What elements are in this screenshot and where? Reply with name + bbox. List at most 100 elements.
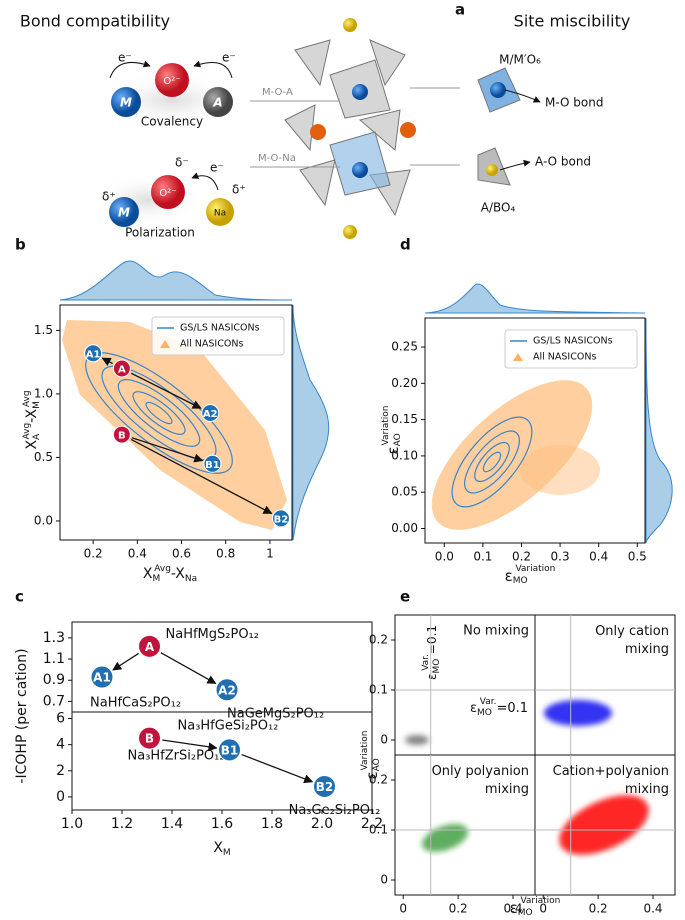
atom-label: M (120, 96, 132, 110)
y-tick-label: 1.3 (43, 630, 65, 646)
x-tick-label: 1.4 (161, 816, 183, 832)
x-tick-label: 1.2 (111, 816, 133, 832)
panel-label: b (15, 236, 26, 254)
atom (343, 225, 357, 239)
y-tick-label: 0.5 (34, 450, 53, 464)
y-tick-label: 0.00 (391, 521, 418, 535)
graphic (544, 700, 612, 726)
x-tick-label: 1.0 (61, 816, 83, 832)
x-tick-label: 0.2 (84, 547, 103, 561)
y-tick-label: 0 (380, 873, 388, 887)
graphic: X (213, 840, 223, 856)
charge: δ⁺ (102, 190, 116, 204)
site-label: M-O bond (545, 96, 603, 110)
legend-label: All NASICONs (533, 352, 596, 363)
y-tick-label: 0.7 (43, 693, 65, 709)
x-tick-label: 0.2 (589, 902, 608, 916)
graphic: MO (513, 576, 528, 586)
legend-label: GS/LS NASICONs (533, 336, 613, 347)
title-line: Cation+polyanion (553, 764, 669, 779)
arrow (162, 740, 216, 748)
graphic: Na (185, 574, 197, 584)
graphic: MO (432, 659, 442, 674)
compound-label: Na₃HfZrSi₂PO₁₂ (128, 749, 225, 764)
title-line: Only polyanion (432, 764, 529, 779)
y-tick-label: 4 (56, 737, 65, 753)
compound-label: NaHfMgS₂PO₁₂ (166, 627, 259, 642)
electron: e⁻ (222, 51, 236, 65)
graphic: X (24, 440, 40, 450)
x-axis-label: XM (213, 840, 230, 858)
x-tick-label: 1.8 (261, 816, 283, 832)
arrow (242, 755, 313, 782)
x-axis-label: XMAvg-XNa (143, 564, 197, 584)
site-label: A-O bond (535, 155, 591, 169)
y-tick-label: 6 (56, 711, 65, 727)
atom (343, 18, 357, 32)
x-tick-label: 0.2 (512, 550, 531, 564)
decor-d (408, 284, 673, 555)
point-label: A2 (203, 409, 218, 420)
graphic: Variation (515, 564, 555, 574)
graphic (646, 318, 672, 543)
title: Site miscibility (514, 12, 631, 31)
site-label: M/M′O₆ (499, 53, 541, 67)
atom (486, 164, 498, 176)
graphic: A (32, 433, 42, 440)
atom (352, 162, 368, 178)
graphic: Var. (421, 654, 431, 671)
graphic: ε (505, 567, 513, 585)
title-line: mixing (485, 782, 529, 797)
title-line: mixing (625, 782, 669, 797)
subplot-title: Only polyanion mixing (432, 764, 529, 797)
x-tick-label: 1 (266, 547, 274, 561)
caption: Polarization (125, 226, 195, 240)
atom (490, 82, 506, 98)
graphic: -X (171, 566, 185, 582)
graphic (425, 284, 645, 313)
graphic: =0.1 (496, 701, 528, 716)
graphic (405, 735, 429, 745)
panel-a: a Bond compatibility Site miscibility M … (20, 1, 630, 240)
point-label: B2 (274, 514, 289, 525)
annotation: εMOVar.=0.1 (470, 697, 528, 718)
atom-label: M (118, 206, 130, 220)
panel-label: e (400, 588, 410, 606)
graphic: M (223, 848, 231, 858)
point-label: A (118, 365, 126, 376)
y-tick-label: 0.20 (391, 376, 418, 390)
y-tick-label: 2 (56, 763, 65, 779)
y-tick-label: 0.15 (391, 412, 418, 426)
arrow (113, 653, 139, 670)
graphic: Avg (22, 390, 32, 407)
y-axis-label: -ICOHP (per cation) (14, 648, 30, 783)
arrow (161, 653, 216, 684)
x-tick-label: 0.4 (128, 547, 147, 561)
y-tick-label: 0.0 (34, 513, 53, 527)
electron: e⁻ (210, 161, 224, 175)
point-label: B2 (316, 780, 334, 794)
x-tick-label: 0 (399, 902, 407, 916)
atom (400, 122, 416, 138)
graphic: Var. (480, 697, 497, 707)
point-label: A1 (86, 349, 101, 360)
x-tick-label: 0.5 (628, 550, 647, 564)
x-tick-label: 0.4 (589, 550, 608, 564)
electron: e⁻ (118, 51, 132, 65)
graphic: MO (477, 708, 492, 718)
atom-label: O²⁻ (159, 188, 176, 199)
y-tick-label: 0.9 (43, 672, 65, 688)
x-tick-label: 0.2 (449, 902, 468, 916)
graphic (60, 261, 292, 300)
graphic: M (32, 401, 42, 409)
site-label: A/BO₄ (481, 201, 516, 215)
subplot-title: Cation+polyanion mixing (553, 764, 669, 797)
title: Bond compatibility (20, 12, 170, 31)
y-tick-label: 0.1 (369, 823, 388, 837)
decor-e (405, 700, 658, 867)
y-tick-label: 0.05 (391, 485, 418, 499)
graphic (293, 305, 329, 540)
bond-label: M-O-Na (258, 153, 296, 164)
